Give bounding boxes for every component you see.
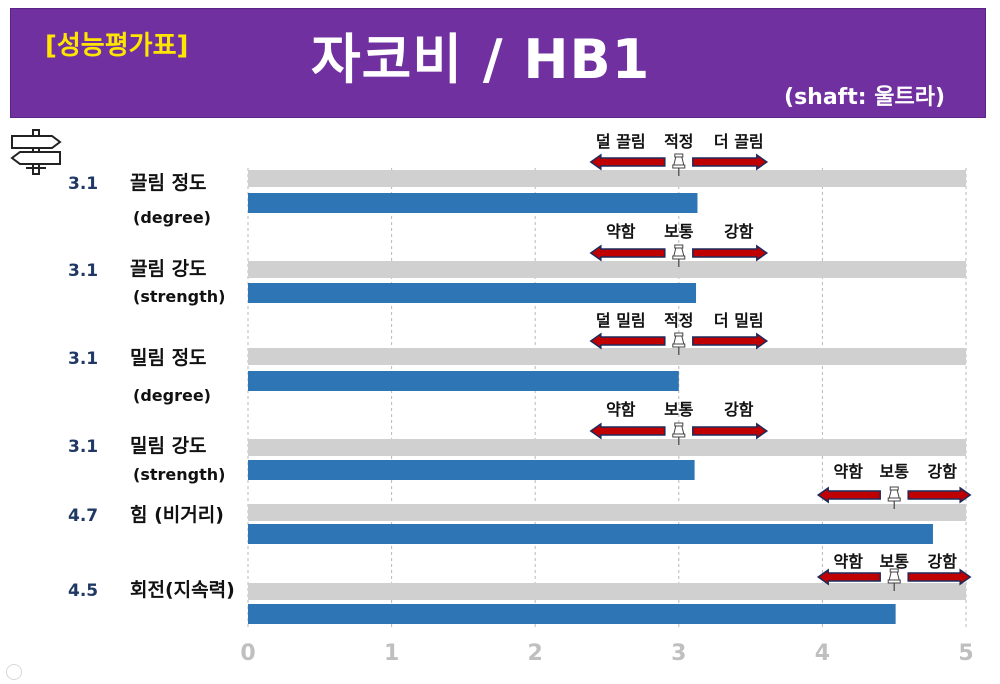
x-tick-label: 2 [528, 641, 543, 666]
scale-right-label: 강함 [927, 462, 957, 481]
value-bar [248, 524, 933, 544]
arrow-left-icon [589, 332, 666, 350]
metric-sublabel: (degree) [133, 208, 211, 227]
bar-track [248, 348, 966, 365]
value-bar [248, 371, 679, 391]
scale-right-label: 더 밀림 [714, 311, 764, 330]
value-bar [248, 604, 896, 624]
x-tick-label: 4 [815, 641, 830, 666]
x-tick-label: 0 [240, 641, 255, 666]
pushpin-icon [672, 422, 686, 445]
arrow-left-icon [589, 153, 666, 171]
bar-track [248, 504, 966, 521]
value-bar [248, 460, 695, 480]
scale-center-label: 적정 [664, 311, 693, 330]
arrow-right-icon [692, 422, 769, 440]
metric-sublabel: (strength) [133, 465, 225, 484]
metric-label: 회전(지속력) [130, 579, 235, 601]
pushpin-icon [887, 568, 901, 591]
bar-track [248, 439, 966, 456]
metric-label: 밀림 강도 [130, 435, 207, 457]
x-tick-label: 3 [671, 641, 686, 666]
scale-left-label: 약함 [606, 400, 636, 419]
arrow-right-icon [692, 332, 769, 350]
score-value: 3.1 [68, 174, 98, 194]
x-tick-label: 1 [384, 641, 399, 666]
value-bar [248, 283, 697, 303]
arrow-right-icon [692, 153, 769, 171]
scale-center-label: 보통 [664, 400, 694, 419]
pushpin-icon [887, 486, 901, 509]
scale-right-label: 강함 [927, 552, 957, 571]
scale-right-label: 강함 [724, 400, 754, 419]
metric-sublabel: (degree) [133, 386, 211, 405]
page-indicator [6, 664, 22, 680]
signpost-icon [10, 129, 62, 175]
arrow-left-icon [816, 568, 881, 586]
scale-left-label: 약함 [833, 552, 863, 571]
pushpin-icon [672, 153, 686, 176]
bar-track [248, 170, 966, 187]
arrow-right-icon [907, 486, 972, 504]
scale-center-label: 보통 [879, 552, 909, 571]
value-bar [248, 193, 698, 213]
scale-right-label: 더 끌림 [714, 132, 764, 151]
shaft-subtitle: (shaft: 울트라) [784, 85, 945, 110]
header-banner: [성능평가표] 자코비 / HB1 (shaft: 울트라) [10, 8, 986, 118]
arrow-right-icon [907, 568, 972, 586]
score-value: 3.1 [68, 437, 98, 457]
pushpin-icon [672, 332, 686, 355]
arrow-left-icon [589, 244, 666, 262]
scale-center-label: 보통 [664, 222, 694, 241]
arrow-left-icon [589, 422, 666, 440]
metric-label: 끌림 정도 [130, 172, 207, 194]
scale-center-label: 적정 [664, 132, 693, 151]
page-title: 자코비 / HB1 [311, 28, 651, 91]
x-tick-label: 5 [958, 641, 973, 666]
arrow-left-icon [816, 486, 881, 504]
metric-label: 힘 (비거리) [130, 504, 224, 526]
bar-track [248, 583, 966, 600]
scale-left-label: 덜 끌림 [596, 132, 646, 151]
pushpin-icon [672, 244, 686, 267]
scale-left-label: 덜 밀림 [596, 311, 646, 330]
bar-track [248, 261, 966, 278]
metric-sublabel: (strength) [133, 287, 225, 306]
scale-right-label: 강함 [724, 222, 754, 241]
scale-left-label: 약함 [606, 222, 636, 241]
score-value: 4.7 [68, 506, 98, 526]
evaluation-tag: [성능평가표] [45, 31, 189, 61]
score-value: 3.1 [68, 349, 98, 369]
score-value: 4.5 [68, 581, 98, 601]
metric-label: 끌림 강도 [130, 258, 207, 280]
scale-left-label: 약함 [833, 462, 863, 481]
score-value: 3.1 [68, 261, 98, 281]
scale-center-label: 보통 [879, 462, 909, 481]
metric-label: 밀림 정도 [130, 347, 207, 369]
arrow-right-icon [692, 244, 769, 262]
